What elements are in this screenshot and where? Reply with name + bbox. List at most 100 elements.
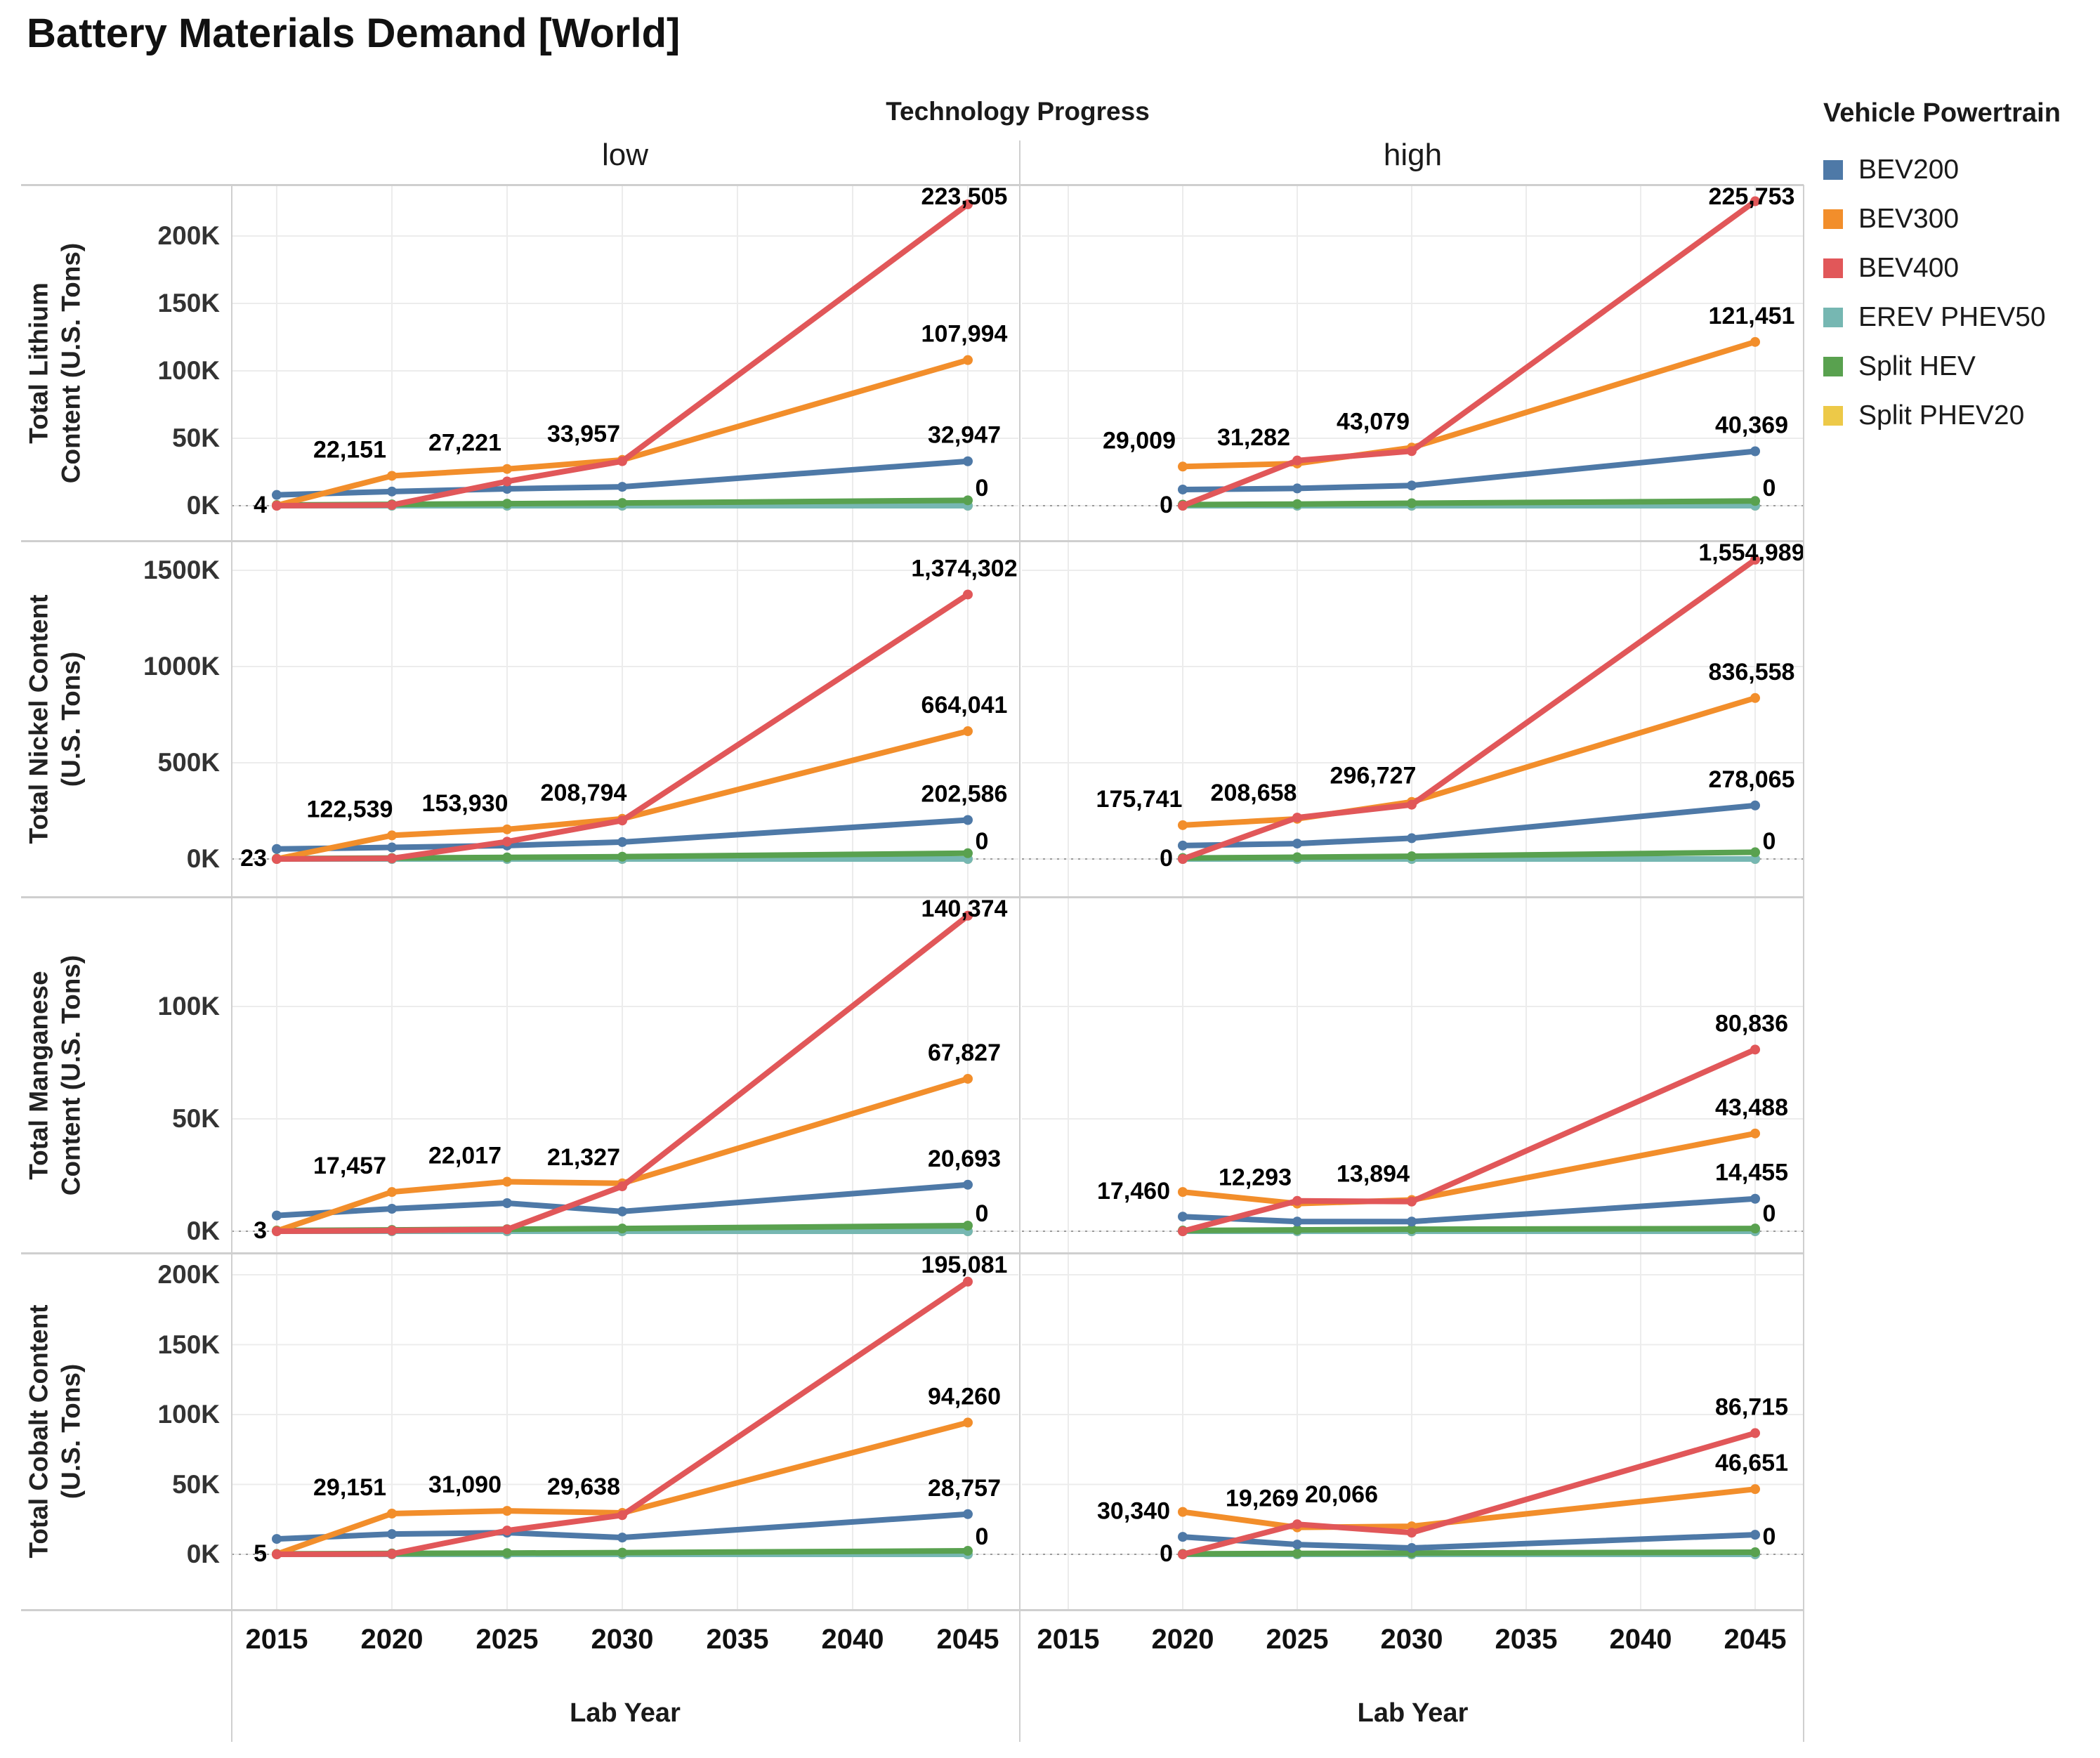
series-bev400[interactable] [272, 1276, 973, 1559]
legend-item-label: BEV300 [1858, 204, 1960, 234]
data-label: 17,460 [1097, 1178, 1170, 1205]
series-bev400[interactable] [272, 589, 973, 864]
data-label: 23 [240, 845, 267, 872]
xtick-low-2020: 2020 [360, 1624, 424, 1655]
xtick-low-2040: 2040 [821, 1624, 884, 1655]
series-bev200[interactable] [1178, 800, 1760, 851]
legend-item-erev-phev50[interactable]: EREV PHEV50 [1823, 293, 2090, 342]
data-label: 0 [976, 475, 989, 501]
divider-line-1 [21, 540, 1804, 542]
series-bev400[interactable] [1178, 1428, 1760, 1559]
data-label: 0 [1763, 475, 1776, 501]
data-label: 0 [1160, 492, 1173, 518]
data-label: 27,221 [428, 430, 501, 457]
panel-nickel-low[interactable]: 23 122,539 153,930 208,794 1,374,302 664,041 2… [232, 541, 1018, 897]
split-hev-color-swatch [1823, 357, 1843, 376]
split-phev20-color-swatch [1823, 406, 1843, 426]
bev400-color-swatch [1823, 258, 1843, 278]
legend-title: Vehicle Powertrain [1823, 98, 2061, 128]
panel-nickel-high[interactable]: 175,741 208,658 296,727 0 1,554,989 836,558 27… [1022, 541, 1804, 897]
series-bev300[interactable] [1178, 336, 1760, 472]
ytick-cobalt-200K: 200K [157, 1260, 220, 1289]
series-bev400[interactable] [272, 199, 973, 511]
data-label: 0 [976, 1523, 989, 1550]
panel-lithium-low[interactable]: 4 22,151 27,221 33,957 223,505 107,994 32,947 0 [232, 185, 1018, 541]
xtick-high-2035: 2035 [1495, 1624, 1558, 1655]
column-header-low: low [601, 138, 649, 172]
legend-item-split-hev[interactable]: Split HEV [1823, 342, 2090, 391]
xtick-high-2015: 2015 [1037, 1624, 1100, 1655]
data-label: 29,151 [313, 1474, 386, 1501]
data-label: 67,827 [928, 1039, 1001, 1066]
data-label: 208,658 [1211, 780, 1297, 806]
data-label: 122,539 [307, 796, 393, 822]
series-bev200[interactable] [272, 456, 973, 500]
data-label: 21,327 [547, 1144, 620, 1171]
data-label: 664,041 [921, 692, 1008, 719]
panel-cobalt-low[interactable]: 5 29,151 31,090 29,638 195,081 94,260 28,757 0 [232, 1253, 1018, 1609]
data-label: 28,757 [928, 1475, 1001, 1502]
ytick-cobalt-150K: 150K [157, 1330, 220, 1359]
bev300-color-swatch [1823, 209, 1843, 229]
bev200-color-swatch [1823, 160, 1843, 180]
row-axis-title-lithium: Total Lithium Content (U.S. Tons) [24, 242, 85, 483]
ytick-nickel-1000K: 1000K [143, 652, 220, 681]
data-label: 22,017 [428, 1143, 501, 1169]
divider-line-5 [231, 185, 232, 1742]
data-label: 195,081 [921, 1253, 1008, 1278]
xtick-low-2045: 2045 [936, 1624, 999, 1655]
panel-cobalt-high[interactable]: 30,340 19,269 20,066 0 86,715 46,651 0 [1022, 1253, 1804, 1609]
data-label: 0 [1160, 845, 1173, 872]
data-label: 33,957 [547, 421, 620, 447]
data-label: 30,340 [1097, 1498, 1170, 1525]
panel-manganese-high[interactable]: 17,460 12,293 13,894 80,836 43,488 14,455 0 [1022, 897, 1804, 1253]
page-title: Battery Materials Demand [World] [27, 11, 681, 56]
x-axis-title-low: Lab Year [570, 1698, 681, 1728]
ytick-lithium-0K: 0K [186, 491, 220, 520]
legend-item-bev400[interactable]: BEV400 [1823, 244, 2090, 293]
legend-item-split-phev20[interactable]: Split PHEV20 [1823, 391, 2090, 440]
xtick-high-2040: 2040 [1609, 1624, 1672, 1655]
panel-manganese-low[interactable]: 3 17,457 22,017 21,327 140,374 67,827 20,693 0 [232, 897, 1018, 1253]
data-label: 0 [1763, 1523, 1776, 1550]
data-label: 40,369 [1715, 412, 1788, 438]
legend-item-bev200[interactable]: BEV200 [1823, 145, 2090, 195]
ytick-cobalt-50K: 50K [172, 1469, 220, 1499]
data-label: 175,741 [1096, 786, 1183, 813]
data-label: 4 [254, 492, 267, 518]
data-label: 31,282 [1217, 424, 1290, 451]
data-label: 32,947 [928, 422, 1001, 449]
xtick-low-2030: 2030 [591, 1624, 654, 1655]
series-bev400[interactable] [1178, 1044, 1760, 1236]
divider-line-7 [1803, 185, 1804, 1742]
data-label: 31,090 [428, 1471, 501, 1498]
xtick-high-2020: 2020 [1151, 1624, 1214, 1655]
ytick-nickel-500K: 500K [157, 748, 220, 777]
series-bev400[interactable] [1178, 554, 1760, 864]
data-label: 153,930 [422, 790, 508, 817]
series-bev400[interactable] [272, 910, 973, 1236]
data-label: 1,554,989 [1698, 541, 1804, 566]
series-bev400[interactable] [1178, 196, 1760, 511]
data-label: 107,994 [921, 321, 1008, 348]
data-label: 46,651 [1715, 1450, 1788, 1476]
ytick-manganese-100K: 100K [157, 992, 220, 1021]
series-bev200[interactable] [1178, 1193, 1760, 1227]
legend-item-bev300[interactable]: BEV300 [1823, 195, 2090, 244]
data-label: 0 [1763, 828, 1776, 855]
row-axis-title-manganese: Total Manganese Content (U.S. Tons) [24, 955, 85, 1195]
series-bev200[interactable] [1178, 446, 1760, 494]
erev-phev50-color-swatch [1823, 308, 1843, 327]
data-label: 208,794 [541, 780, 627, 806]
data-label: 836,558 [1709, 659, 1795, 686]
divider-line-0 [21, 184, 1804, 186]
data-label: 3 [254, 1217, 267, 1244]
series-bev200[interactable] [272, 1179, 973, 1221]
data-label: 14,455 [1715, 1160, 1788, 1186]
data-label: 0 [976, 1200, 989, 1227]
data-label: 140,374 [921, 897, 1008, 922]
data-label: 43,488 [1715, 1094, 1788, 1121]
panel-lithium-high[interactable]: 29,009 31,282 43,079 0 225,753 121,451 40,369 0 [1022, 185, 1804, 541]
legend-item-label: Split HEV [1858, 351, 1976, 381]
